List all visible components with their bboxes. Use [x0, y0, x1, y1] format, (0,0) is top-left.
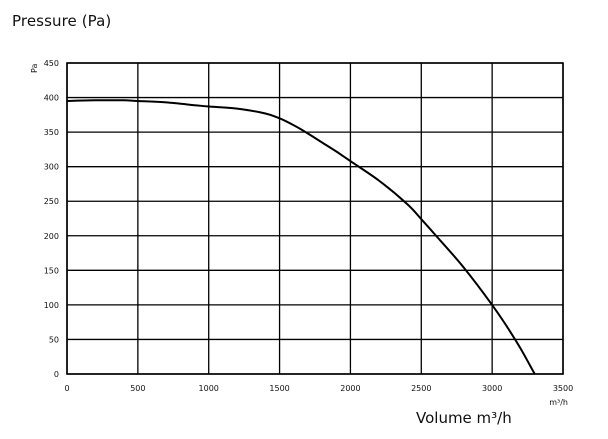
chart-title: Pressure (Pa)	[12, 12, 112, 30]
y-tick-label-150: 150	[44, 266, 59, 275]
x-unit-label: m³/h	[549, 398, 568, 407]
x-tick-label-1500: 1500	[269, 384, 289, 393]
x-tick-label-3500: 3500	[553, 384, 573, 393]
x-tick-label-2500: 2500	[411, 384, 431, 393]
y-tick-label-400: 400	[44, 94, 59, 103]
x-tick-label-2000: 2000	[340, 384, 360, 393]
plot-frame	[66, 62, 564, 375]
chart-grid	[66, 62, 564, 375]
y-tick-label-100: 100	[44, 301, 59, 310]
y-tick-label-250: 250	[44, 197, 59, 206]
y-tick-label-50: 50	[49, 335, 59, 344]
x-tick-label-3000: 3000	[482, 384, 502, 393]
y-unit-label: Pa	[30, 64, 39, 73]
y-tick-label-300: 300	[44, 163, 59, 172]
x-tick-label-1000: 1000	[199, 384, 219, 393]
x-tick-label-0: 0	[64, 384, 69, 393]
y-tick-label-200: 200	[44, 232, 59, 241]
y-tick-labels: 0 50 100 150 200 250 300 350 400 450	[44, 59, 59, 379]
x-tick-labels: 0 500 1000 1500 2000 2500 3000 3500	[64, 384, 573, 393]
x-axis-label: Volume m³/h	[416, 409, 512, 427]
y-tick-label-450: 450	[44, 59, 59, 68]
x-tick-label-500: 500	[130, 384, 145, 393]
pressure-curve	[66, 99, 536, 375]
y-tick-label-0: 0	[54, 370, 59, 379]
y-tick-label-350: 350	[44, 128, 59, 137]
